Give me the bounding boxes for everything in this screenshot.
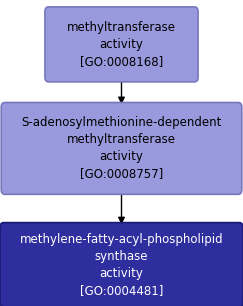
- FancyBboxPatch shape: [1, 103, 242, 194]
- Text: methyltransferase
activity
[GO:0008168]: methyltransferase activity [GO:0008168]: [67, 21, 176, 68]
- FancyBboxPatch shape: [45, 7, 198, 82]
- Text: S-adenosylmethionine-dependent
methyltransferase
activity
[GO:0008757]: S-adenosylmethionine-dependent methyltra…: [21, 116, 222, 181]
- FancyBboxPatch shape: [0, 223, 243, 306]
- Text: methylene-fatty-acyl-phospholipid
synthase
activity
[GO:0004481]: methylene-fatty-acyl-phospholipid syntha…: [20, 233, 223, 297]
